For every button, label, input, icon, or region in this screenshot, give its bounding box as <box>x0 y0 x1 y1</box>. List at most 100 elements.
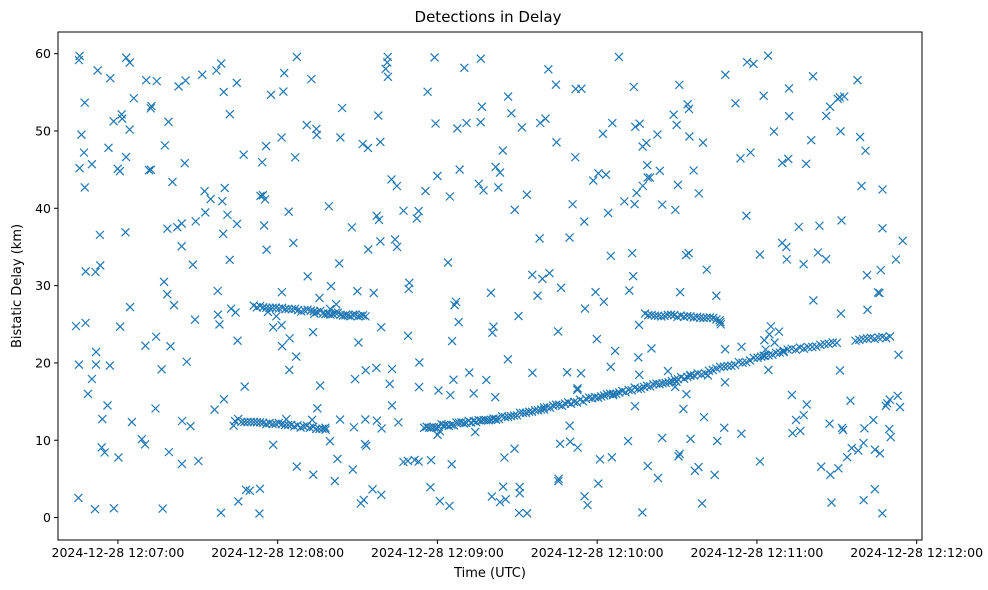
detection-point <box>352 286 362 296</box>
detection-point <box>782 254 792 264</box>
detection-point <box>731 98 740 108</box>
detection-point <box>245 486 255 496</box>
detection-point <box>749 353 759 363</box>
detection-point <box>700 368 710 378</box>
detection-point <box>643 173 653 183</box>
detection-point <box>303 271 313 281</box>
detection-point <box>893 391 903 401</box>
detection-point <box>80 183 90 192</box>
detection-point <box>770 338 780 348</box>
detection-point <box>335 133 345 142</box>
detection-point <box>635 119 645 129</box>
detection-point <box>730 360 740 370</box>
detection-point <box>791 415 801 425</box>
detection-point <box>545 268 554 278</box>
detection-point <box>862 333 872 343</box>
detection-point <box>330 476 340 486</box>
detection-point <box>490 392 500 402</box>
detection-point <box>115 322 125 332</box>
detection-point <box>868 415 878 425</box>
detection-point <box>624 286 634 295</box>
detection-point <box>878 185 887 194</box>
detection-point <box>759 91 769 101</box>
detection-point <box>570 152 580 162</box>
detection-point <box>588 176 598 186</box>
detection-point <box>443 258 453 267</box>
detection-point <box>373 111 383 121</box>
detection-point <box>711 291 721 301</box>
detection-point <box>404 278 414 288</box>
detection-point <box>476 54 486 64</box>
detection-point <box>827 498 836 507</box>
detection-point <box>95 260 105 270</box>
detection-point <box>562 367 572 377</box>
detection-point <box>256 191 265 201</box>
detection-point <box>318 424 327 434</box>
detection-point <box>423 87 433 97</box>
detection-point <box>324 201 334 211</box>
detection-point <box>764 329 774 339</box>
detection-point <box>445 390 455 400</box>
detection-point <box>446 420 456 430</box>
detection-point <box>583 500 592 510</box>
detection-point <box>670 382 680 392</box>
detection-point <box>412 214 422 223</box>
detection-point <box>159 277 169 287</box>
detection-point <box>291 352 301 361</box>
plot-frame <box>57 31 923 541</box>
detection-point <box>346 311 355 321</box>
detection-point <box>535 234 545 243</box>
detection-point <box>573 383 582 393</box>
detection-point <box>434 386 443 395</box>
detection-point <box>807 342 817 352</box>
detection-point <box>552 137 561 147</box>
detection-point <box>97 414 107 424</box>
detection-point <box>103 401 112 410</box>
detection-point <box>213 286 223 296</box>
detection-point <box>847 443 857 453</box>
detection-point <box>75 163 85 173</box>
detection-point <box>642 160 652 170</box>
detection-point <box>220 183 230 193</box>
detection-point <box>670 205 680 215</box>
detection-point <box>555 439 565 449</box>
detection-point <box>633 384 643 394</box>
detection-point <box>695 313 705 323</box>
detection-point <box>742 211 751 221</box>
detection-point <box>218 229 228 239</box>
detection-point <box>684 248 694 258</box>
detection-point <box>487 328 497 338</box>
detection-point <box>630 199 640 209</box>
detection-point <box>146 165 156 175</box>
detection-point <box>200 208 210 217</box>
detection-point <box>629 82 639 92</box>
detection-point <box>152 76 162 86</box>
detection-point <box>151 404 160 413</box>
detection-point <box>292 52 302 62</box>
detection-point <box>638 181 648 191</box>
detection-point <box>808 71 818 81</box>
detection-point <box>337 103 347 113</box>
detection-point <box>232 219 242 229</box>
detection-point <box>121 227 130 237</box>
detection-point <box>223 210 232 220</box>
detection-point <box>623 436 633 446</box>
detection-point <box>833 463 843 473</box>
detection-point <box>537 274 547 284</box>
detection-point <box>802 400 812 409</box>
detection-point <box>261 303 271 313</box>
detection-point <box>637 508 647 517</box>
detection-point <box>398 457 408 467</box>
detection-point <box>607 118 617 128</box>
detection-point <box>315 293 324 303</box>
detection-point <box>445 192 455 201</box>
detection-point <box>643 461 653 471</box>
detection-point <box>828 338 838 347</box>
detection-point <box>350 374 360 384</box>
detection-point <box>653 473 663 483</box>
detection-point <box>603 208 613 218</box>
detection-point <box>799 259 809 269</box>
detection-point <box>711 315 721 325</box>
detection-point <box>679 312 689 322</box>
detection-point <box>354 338 363 347</box>
